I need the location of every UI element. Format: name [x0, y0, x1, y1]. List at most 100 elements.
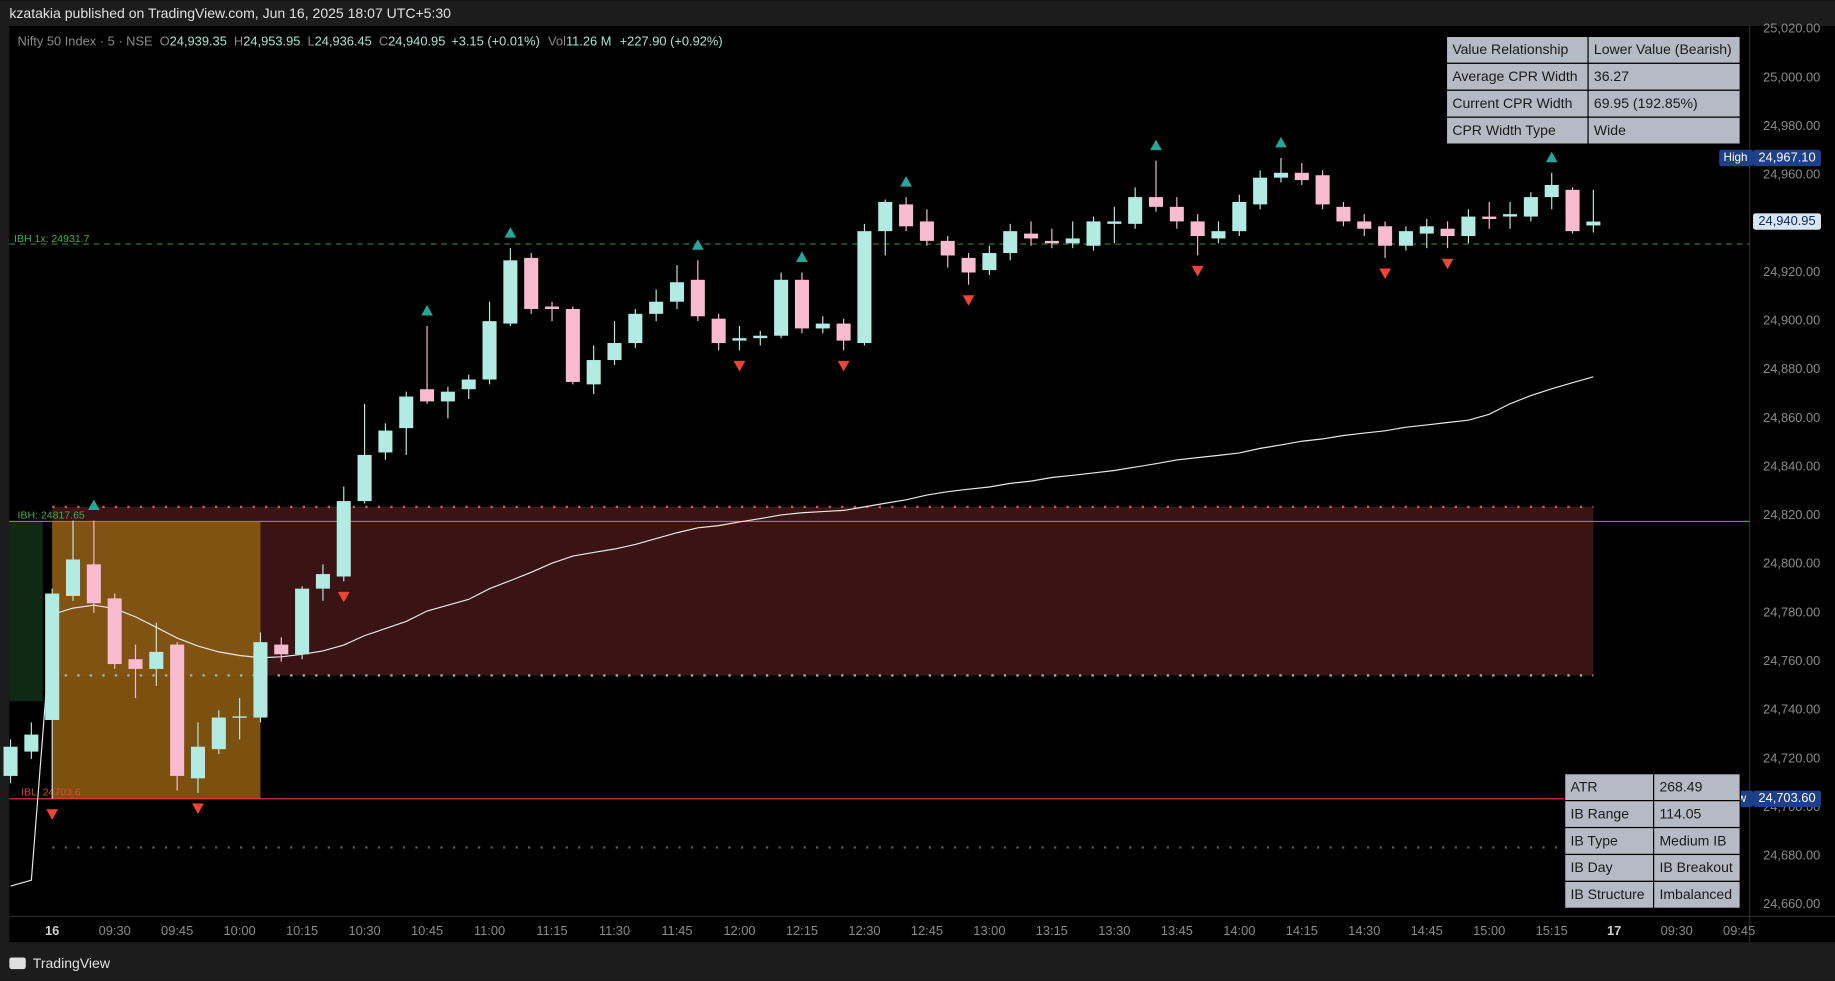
table-value: 114.05 — [1659, 805, 1701, 821]
candle-body — [1169, 206, 1184, 222]
x-tick-label: 10:00 — [224, 923, 256, 938]
candle-body — [315, 574, 330, 589]
x-tick-label: 14:15 — [1286, 923, 1318, 938]
candle-body — [774, 279, 789, 336]
badge — [1753, 790, 1821, 807]
table-cell — [1564, 880, 1655, 909]
badge — [1753, 149, 1821, 167]
candle-body — [1398, 231, 1413, 246]
legend-item: 11.26 M — [566, 34, 612, 49]
legend-item: C — [379, 34, 388, 49]
x-tick-label: 15:00 — [1473, 923, 1505, 938]
candle-body — [503, 260, 518, 324]
table-cell — [1445, 116, 1589, 145]
candle-body — [274, 644, 289, 655]
table-label: ATR — [1571, 778, 1598, 794]
table-label: IB Day — [1571, 859, 1613, 875]
legend-item: +227.90 (+0.92%) — [620, 34, 723, 49]
header-title: kzatakia published on TradingView.com, J… — [9, 5, 451, 21]
candle-body — [961, 257, 976, 273]
signal-down — [337, 591, 350, 603]
legend: Nifty 50 Index · 5 · NSE O24,939.35 H24,95… — [18, 34, 723, 49]
candle-body — [690, 279, 705, 317]
candle-body — [940, 240, 955, 256]
level-label: IBH: 24817.65 — [18, 509, 85, 521]
candle-body — [711, 318, 726, 344]
footer-brand: TradingView — [33, 955, 111, 971]
table-label: Average CPR Width — [1452, 68, 1577, 84]
signal-down — [192, 803, 204, 815]
candle-body — [149, 651, 164, 669]
signal-up — [87, 499, 100, 511]
candle-body — [1544, 184, 1559, 198]
y-tick-label: 24,780.00 — [1763, 604, 1820, 619]
x-tick-label: 10:45 — [411, 923, 443, 938]
plot-background — [9, 25, 1835, 943]
legend-item: +3.15 (+0.01%) — [451, 34, 540, 49]
candle-body — [1503, 214, 1518, 217]
candle-body — [1482, 216, 1497, 219]
candle-body — [607, 343, 622, 361]
table-label: IB Type — [1571, 832, 1619, 848]
badge-tag — [1719, 149, 1754, 167]
x-tick-label: 10:15 — [286, 923, 318, 938]
signal-up — [421, 304, 433, 316]
candle-body — [1565, 189, 1580, 232]
table-value: 69.95 (192.85%) — [1594, 95, 1698, 111]
legend-item: 24,939.35 — [170, 34, 227, 49]
last-price-text: 24,940.95 — [1758, 213, 1815, 228]
signal-down — [1379, 268, 1391, 279]
x-tick-label: 13:15 — [1036, 923, 1068, 938]
candle-body — [565, 308, 580, 382]
level-label: IBH 1x: 24931.7 — [14, 233, 90, 245]
candle-body — [107, 598, 122, 665]
legend-item: L — [307, 34, 314, 49]
candle-body — [1232, 201, 1247, 232]
x-tick-label: 12:00 — [723, 923, 755, 938]
level-label: IBL: 24703.6 — [21, 787, 81, 799]
candle-body — [628, 313, 643, 344]
legend-item: H — [234, 34, 243, 49]
candle-body — [295, 588, 310, 655]
x-tick-label: 13:45 — [1161, 923, 1193, 938]
y-tick-label: 24,660.00 — [1763, 896, 1820, 911]
signal-up — [691, 239, 704, 250]
table-cell — [1564, 773, 1655, 802]
candle-body — [1211, 231, 1226, 239]
signal-down — [962, 295, 975, 306]
table-cell — [1587, 89, 1741, 118]
candle-body — [1003, 231, 1018, 254]
signal-up — [900, 176, 912, 187]
candle-body — [170, 644, 185, 776]
plot: 24,660.0024,680.0024,700.0024,720.0024,7… — [3, 21, 1821, 938]
y-tick-label: 24,920.00 — [1763, 264, 1820, 279]
table-cell — [1587, 116, 1741, 145]
table-cell — [1587, 35, 1741, 64]
y-tick-label: 24,740.00 — [1763, 702, 1820, 717]
y-tick-label: 24,820.00 — [1763, 507, 1820, 522]
candle-body — [86, 564, 101, 604]
candle-body — [461, 379, 476, 390]
legend-item: Vol — [548, 34, 566, 49]
ma-line — [10, 376, 1594, 887]
candle-body — [919, 221, 934, 241]
candle-body — [586, 360, 601, 385]
candle-body — [128, 659, 143, 669]
table-value: Medium IB — [1659, 832, 1726, 848]
candle-body — [878, 201, 893, 232]
table-label: IB Structure — [1571, 886, 1645, 902]
candle-body — [336, 501, 351, 577]
y-tick-label: 24,880.00 — [1763, 361, 1820, 376]
x-tick-label: 14:45 — [1411, 923, 1443, 938]
x-tick-label: 09:45 — [161, 923, 193, 938]
x-tick-label: 13:30 — [1098, 923, 1130, 938]
table-cell — [1653, 773, 1741, 802]
candle-body — [1128, 197, 1143, 224]
signal-up — [504, 227, 517, 238]
candle-body — [1107, 221, 1122, 224]
y-tick-label: 24,860.00 — [1763, 410, 1820, 425]
table-cell — [1653, 853, 1741, 882]
candle-body — [253, 642, 268, 718]
signal-down — [1441, 258, 1454, 270]
table-cell — [1445, 35, 1589, 64]
